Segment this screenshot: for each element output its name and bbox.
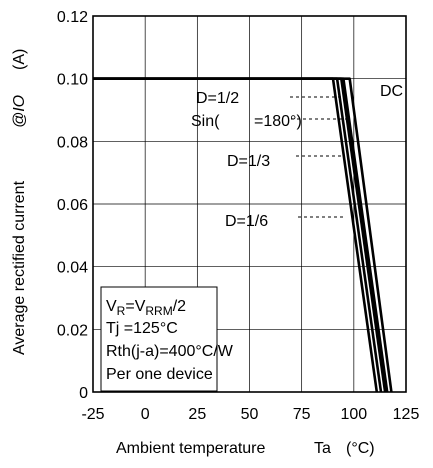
y-tick-label: 0 bbox=[79, 385, 88, 402]
condition-tj: Tj =125°C bbox=[106, 320, 178, 337]
x-tick-label: -25 bbox=[81, 406, 104, 423]
x-tick-label: 50 bbox=[241, 406, 259, 423]
x-tick-label: 125 bbox=[393, 406, 420, 423]
annotation-leader-lines bbox=[290, 96, 350, 218]
condition-per-device: Per one device bbox=[106, 366, 213, 383]
y-tick-label: 0.10 bbox=[57, 72, 88, 89]
y-tick-label: 0.02 bbox=[57, 322, 88, 339]
conditions-box: VR=VRRM/2 Tj =125°C Rth(j-a)=400°C/W Per… bbox=[100, 286, 234, 392]
label-sin: Sin( bbox=[191, 113, 220, 130]
x-tick-label: 100 bbox=[340, 406, 367, 423]
x-axis-unit: (°C) bbox=[346, 440, 375, 457]
derating-curves bbox=[93, 77, 393, 393]
y-tick-label: 0.04 bbox=[57, 260, 88, 277]
label-sin-angle: =180°) bbox=[254, 113, 302, 130]
label-d-half: D=1/2 bbox=[196, 90, 239, 107]
x-axis-symbol: Ta bbox=[314, 440, 331, 457]
condition-rth: Rth(j-a)=400°C/W bbox=[106, 343, 234, 360]
label-dc: DC bbox=[380, 83, 403, 100]
y-axis-unit: (A) bbox=[11, 49, 28, 70]
label-d-third: D=1/3 bbox=[227, 153, 270, 170]
plot-frame bbox=[92, 15, 407, 393]
y-axis-symbol: @IO bbox=[11, 95, 28, 128]
y-tick-label: 0.08 bbox=[57, 134, 88, 151]
tick-labels: -25 0 25 50 75 100 125 0 0.02 0.04 0.06 0.08 0.10 0.1… bbox=[57, 9, 420, 423]
y-tick-label: 0.12 bbox=[57, 9, 88, 26]
derating-curve bbox=[93, 77, 393, 393]
conditions-box-border bbox=[100, 286, 218, 392]
label-d-sixth: D=1/6 bbox=[225, 213, 268, 230]
x-tick-label: 75 bbox=[293, 406, 311, 423]
x-tick-label: 0 bbox=[141, 406, 150, 423]
y-axis-title: Average rectified current bbox=[11, 180, 28, 355]
x-axis-title: Ambient temperature bbox=[116, 440, 266, 457]
x-tick-label: 25 bbox=[188, 406, 206, 423]
y-tick-label: 0.06 bbox=[57, 197, 88, 214]
